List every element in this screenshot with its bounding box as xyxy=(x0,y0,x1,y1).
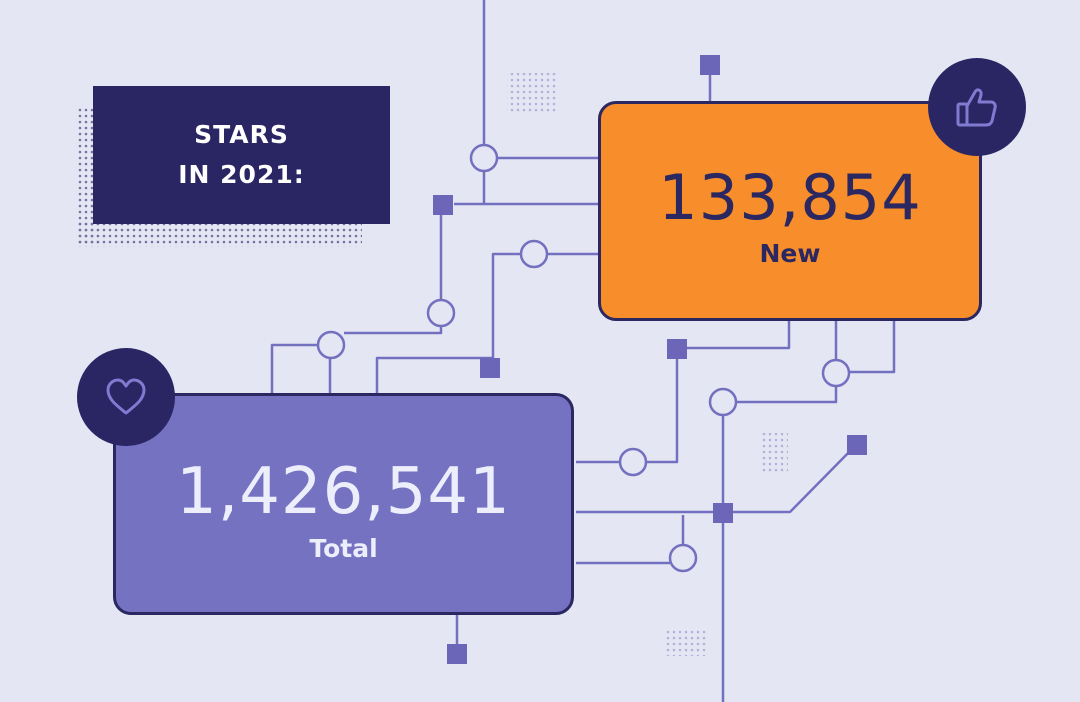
dot-patch xyxy=(762,433,788,473)
total-stars-value: 1,426,541 xyxy=(176,454,511,529)
circuit-node xyxy=(469,143,499,173)
circuit-square xyxy=(847,435,867,455)
title-line-2: IN 2021: xyxy=(178,160,305,189)
thumbs-up-icon xyxy=(956,88,997,127)
circuit-square xyxy=(700,55,720,75)
dot-patch xyxy=(665,629,707,656)
title-shadow-dots xyxy=(76,107,98,247)
heart-badge xyxy=(77,348,175,446)
circuit-node xyxy=(708,387,738,417)
new-stars-value: 133,854 xyxy=(658,160,922,234)
total-stars-card: 1,426,541 Total xyxy=(113,393,574,615)
title-shadow-dots xyxy=(76,222,362,247)
circuit-node xyxy=(821,358,851,388)
circuit-node xyxy=(618,447,648,477)
title-box: STARS IN 2021: xyxy=(93,86,390,224)
heart-icon xyxy=(106,378,146,415)
title-line-1: STARS xyxy=(194,120,289,149)
circuit-node xyxy=(668,543,698,573)
circuit-square xyxy=(667,339,687,359)
circuit-node xyxy=(519,239,549,269)
circuit-node xyxy=(316,330,346,360)
new-stars-label: New xyxy=(759,238,821,268)
circuit-square xyxy=(480,358,500,378)
total-stars-label: Total xyxy=(309,533,378,563)
new-stars-card: 133,854 New xyxy=(598,101,982,321)
thumbs-up-badge xyxy=(928,58,1026,156)
dot-patch xyxy=(507,73,557,113)
circuit-square xyxy=(433,195,453,215)
circuit-node xyxy=(426,298,456,328)
circuit-square xyxy=(713,503,733,523)
circuit-square xyxy=(447,644,467,664)
